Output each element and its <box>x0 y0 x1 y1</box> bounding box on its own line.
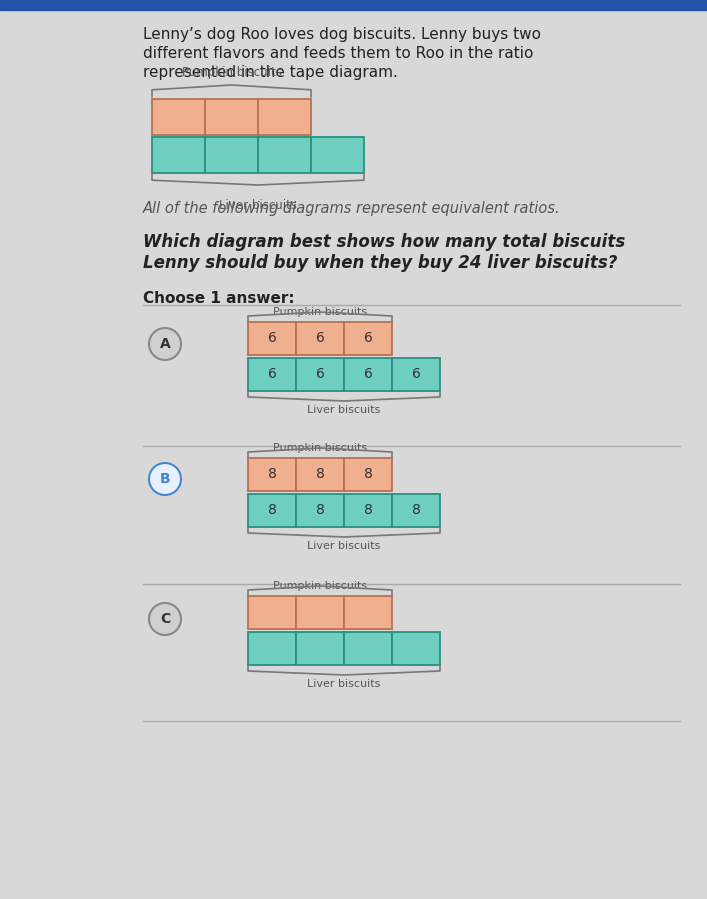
Text: C: C <box>160 612 170 626</box>
Bar <box>296 322 344 355</box>
Text: Liver biscuits: Liver biscuits <box>308 679 380 689</box>
Text: Liver biscuits: Liver biscuits <box>219 199 297 212</box>
Bar <box>296 632 344 665</box>
Bar <box>344 596 392 629</box>
Bar <box>392 494 440 527</box>
Text: 6: 6 <box>315 368 325 381</box>
Text: 8: 8 <box>363 467 373 482</box>
Bar <box>392 358 440 391</box>
Text: different flavors and feeds them to Roo in the ratio: different flavors and feeds them to Roo … <box>143 46 533 61</box>
Text: 6: 6 <box>411 368 421 381</box>
Circle shape <box>149 328 181 360</box>
Text: Pumpkin biscuits: Pumpkin biscuits <box>182 66 281 79</box>
Text: 8: 8 <box>315 467 325 482</box>
Bar <box>205 99 258 135</box>
Bar <box>296 458 344 491</box>
Bar <box>311 137 364 173</box>
Text: 6: 6 <box>267 332 276 345</box>
Bar <box>205 137 258 173</box>
Bar <box>392 632 440 665</box>
Text: 6: 6 <box>315 332 325 345</box>
Text: 8: 8 <box>315 503 325 518</box>
Bar <box>296 358 344 391</box>
Text: Which diagram best shows how many total biscuits: Which diagram best shows how many total … <box>143 233 625 251</box>
Bar <box>248 322 296 355</box>
Bar <box>248 358 296 391</box>
Text: 6: 6 <box>363 332 373 345</box>
Bar <box>258 99 311 135</box>
Text: Liver biscuits: Liver biscuits <box>308 405 380 415</box>
Text: Liver biscuits: Liver biscuits <box>308 541 380 551</box>
Text: 8: 8 <box>411 503 421 518</box>
Bar <box>344 358 392 391</box>
Text: B: B <box>160 472 170 486</box>
Bar <box>344 322 392 355</box>
Text: represented in the tape diagram.: represented in the tape diagram. <box>143 65 398 80</box>
Bar <box>0 0 707 10</box>
Text: Lenny should buy when they buy 24 liver biscuits?: Lenny should buy when they buy 24 liver … <box>143 254 617 272</box>
Text: Lenny’s dog Roo loves dog biscuits. Lenny buys two: Lenny’s dog Roo loves dog biscuits. Lenn… <box>143 27 541 42</box>
Text: A: A <box>160 337 170 351</box>
Bar <box>248 596 296 629</box>
Bar <box>152 137 205 173</box>
Bar <box>248 494 296 527</box>
Bar <box>258 137 311 173</box>
Text: Choose 1 answer:: Choose 1 answer: <box>143 291 295 306</box>
Circle shape <box>149 603 181 635</box>
Bar <box>296 596 344 629</box>
Text: Pumpkin biscuits: Pumpkin biscuits <box>273 307 367 317</box>
Text: 8: 8 <box>363 503 373 518</box>
Text: 8: 8 <box>267 503 276 518</box>
Bar <box>344 458 392 491</box>
Bar <box>152 99 205 135</box>
Text: 8: 8 <box>267 467 276 482</box>
Text: Pumpkin biscuits: Pumpkin biscuits <box>273 443 367 453</box>
Text: Pumpkin biscuits: Pumpkin biscuits <box>273 581 367 591</box>
Bar <box>344 494 392 527</box>
Text: 6: 6 <box>267 368 276 381</box>
Bar <box>296 494 344 527</box>
Bar <box>248 458 296 491</box>
Bar <box>344 632 392 665</box>
Text: 6: 6 <box>363 368 373 381</box>
Circle shape <box>149 463 181 495</box>
Text: All of the following diagrams represent equivalent ratios.: All of the following diagrams represent … <box>143 201 561 216</box>
Bar <box>248 632 296 665</box>
